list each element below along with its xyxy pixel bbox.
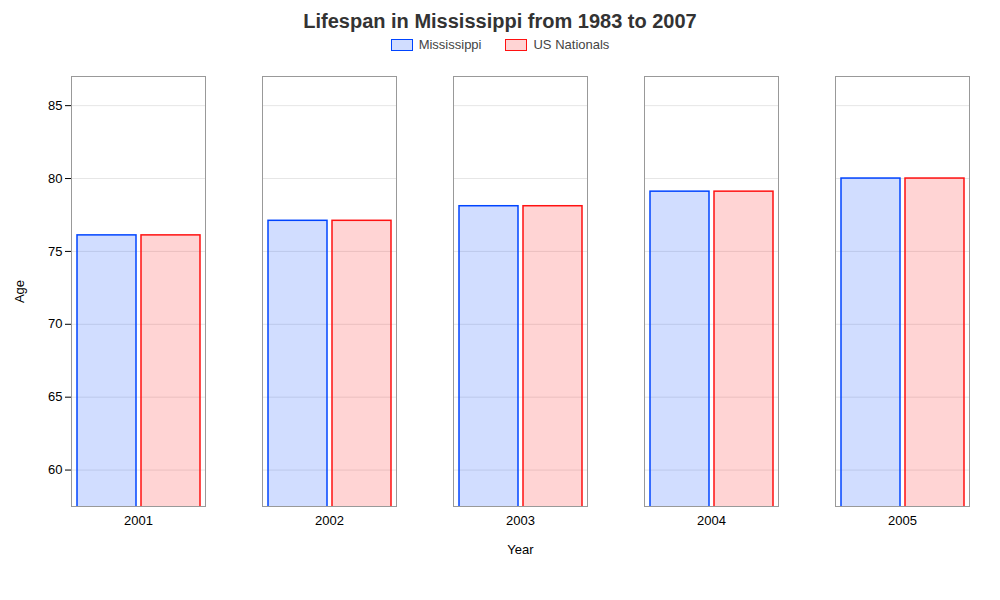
html-text:Lifespan in Mississippi from 1: Lifespan in Mississippi from 1983 to 200… <box>303 10 697 32</box>
svg-text:2004: 2004 <box>697 513 726 528</box>
svg-text:80: 80 <box>48 171 62 186</box>
html-text:US Nationals: US Nationals <box>533 37 610 52</box>
svg-text:2005: 2005 <box>888 513 917 528</box>
svg-text:75: 75 <box>48 244 62 259</box>
svg-text:60: 60 <box>48 462 62 477</box>
svg-text:Year: Year <box>507 542 534 557</box>
svg-text:85: 85 <box>48 98 62 113</box>
svg-text:70: 70 <box>48 316 62 331</box>
svg-text:65: 65 <box>48 389 62 404</box>
svg-text:2003: 2003 <box>506 513 535 528</box>
svg-text:2001: 2001 <box>124 513 153 528</box>
svg-text:2002: 2002 <box>315 513 344 528</box>
svg-text:Age: Age <box>12 280 27 303</box>
html-text:Mississippi: Mississippi <box>418 37 482 52</box>
